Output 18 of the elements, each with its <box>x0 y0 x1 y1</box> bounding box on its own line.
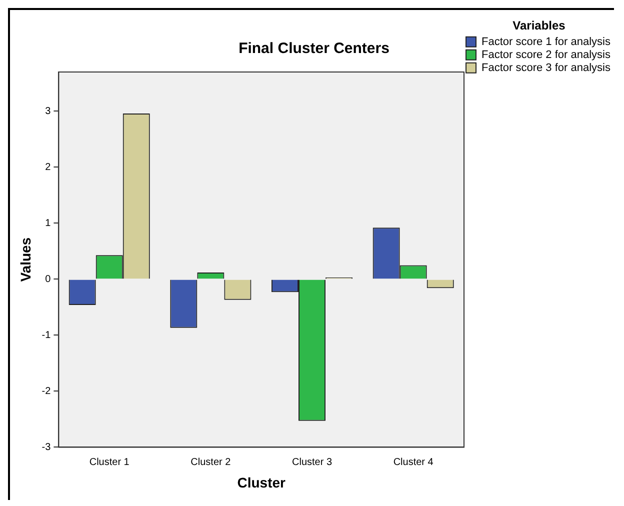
y-tick-label: -1 <box>42 330 52 341</box>
x-axis-title: Cluster <box>237 474 286 490</box>
y-tick-label: -3 <box>42 442 52 453</box>
legend-title: Variables <box>512 18 566 32</box>
x-tick-label: Cluster 3 <box>292 456 332 468</box>
legend-label: Factor score 3 for analysis <box>482 62 611 74</box>
y-tick-label: 0 <box>45 274 52 285</box>
x-tick-label: Cluster 4 <box>393 456 434 468</box>
y-axis-title: Values <box>17 237 34 282</box>
y-tick-label: 1 <box>45 218 52 229</box>
legend-label: Factor score 2 for analysis <box>482 48 611 61</box>
x-tick-label: Cluster 2 <box>190 456 232 468</box>
legend-label: Factor score 1 for analysis <box>482 36 611 48</box>
y-tick-label: -2 <box>42 386 52 397</box>
y-tick-label: 3 <box>45 106 52 117</box>
x-tick-label: Cluster 1 <box>89 456 130 468</box>
y-tick-label: 2 <box>45 162 52 173</box>
chart-title: Final Cluster Centers <box>238 40 390 58</box>
